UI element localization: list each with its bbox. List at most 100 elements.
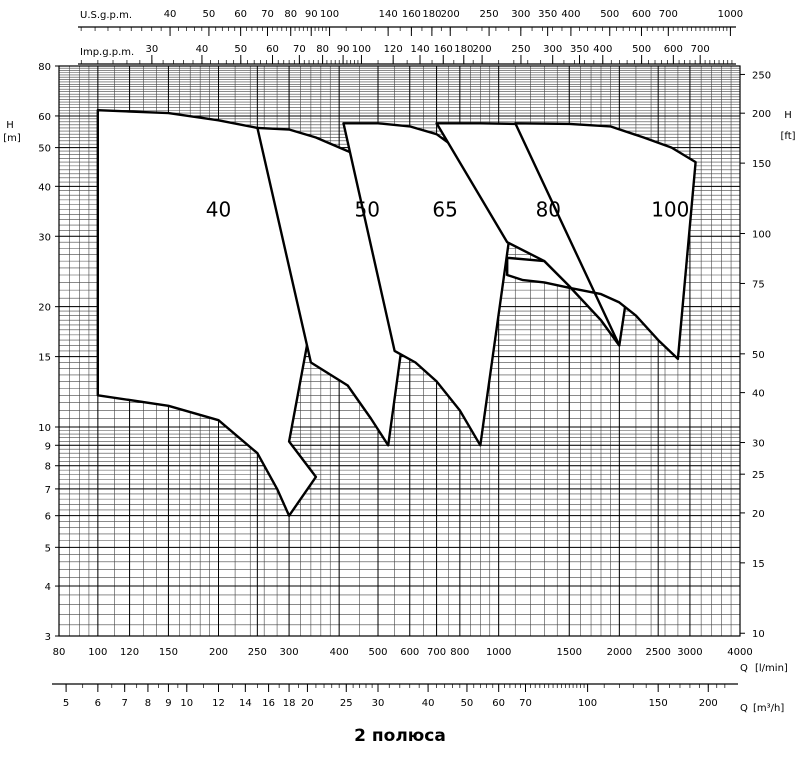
top-tick-label: 90 — [305, 9, 318, 20]
top-tick-label: 70 — [261, 9, 274, 20]
bottom-tick-label: 300 — [280, 647, 299, 658]
top2-tick-label: 250 — [511, 44, 530, 55]
pump-zone-label-65: 65 — [432, 198, 457, 222]
bottom-tick-label: 150 — [159, 647, 178, 658]
top-tick-label: 200 — [441, 9, 460, 20]
bottom2-tick-label: 12 — [212, 698, 225, 709]
top-tick-label: 500 — [600, 9, 619, 20]
top-axes: 40 50 60 70 80 90 100 140 160 180 200 250 300 350 400 5… — [78, 9, 743, 65]
plot-frame — [58, 65, 741, 637]
bottom2-tick-label: 18 — [283, 698, 296, 709]
top2-tick-label: 120 — [384, 44, 403, 55]
top-tick-label: 160 — [402, 9, 421, 20]
pump-zone-label-50: 50 — [355, 198, 380, 222]
right-tick-label: 250 — [752, 70, 771, 81]
top-tick-label: 40 — [164, 9, 177, 20]
bottom2-tick-label: 60 — [492, 698, 505, 709]
left-axis-label: H — [6, 120, 14, 131]
bottom-tick-label: 100 — [88, 647, 107, 658]
bottom-tick-label: 700 — [427, 647, 446, 658]
top2-tick-label: 80 — [316, 44, 329, 55]
left-tick-label: 60 — [38, 112, 51, 123]
bottom-tick-label: 600 — [400, 647, 419, 658]
bottom2-tick-label: 16 — [262, 698, 275, 709]
top2-tick-label: 600 — [664, 44, 683, 55]
bottom2-tick-label: 6 — [95, 698, 101, 709]
right-tick-label: 20 — [752, 509, 765, 520]
right-tick-label: 40 — [752, 389, 765, 400]
pump-zone-label-100: 100 — [651, 198, 689, 222]
top-axis-label: U.S.g.p.m. — [80, 10, 132, 21]
bottom-tick-label: 120 — [120, 647, 139, 658]
left-tick-label: 4 — [45, 582, 51, 593]
right-tick-label: 50 — [752, 350, 765, 361]
pump-zone-label-80: 80 — [536, 198, 561, 222]
top-tick-label: 50 — [203, 9, 216, 20]
bottom-tick-label: 4000 — [727, 647, 752, 658]
left-axis-unit: [m] — [3, 133, 21, 144]
bottom2-tick-label: 20 — [301, 698, 314, 709]
left-tick-label: 7 — [45, 485, 51, 496]
right-tick-label: 30 — [752, 439, 765, 450]
bottom-axes: 80 100 120 150 200 250 300 400 500 600 700 800 1000 1… — [52, 647, 753, 709]
top2-tick-label: 180 — [454, 44, 473, 55]
left-tick-label: 50 — [38, 144, 51, 155]
top2-tick-label: 500 — [632, 44, 651, 55]
left-tick-label: 20 — [38, 303, 51, 314]
top-tick-label: 300 — [511, 9, 530, 20]
bottom2-tick-label: 200 — [699, 698, 718, 709]
right-tick-label: 75 — [752, 279, 765, 290]
top2-tick-label: 90 — [337, 44, 350, 55]
left-tick-label: 9 — [45, 441, 51, 452]
top2-tick-label: 200 — [473, 44, 492, 55]
bottom2-tick-label: 70 — [519, 698, 532, 709]
bottom-tick-label: 400 — [330, 647, 349, 658]
left-axis: 80 60 50 40 30 20 15 10 9 8 7 6 5 4 3 — [38, 62, 59, 643]
bottom-tick-label: 500 — [368, 647, 387, 658]
pump-zone-100 — [506, 122, 697, 361]
top-tick-label: 400 — [561, 9, 580, 20]
left-tick-label: 40 — [38, 182, 51, 193]
bottom-axis-unit: [l/min] — [755, 663, 788, 674]
right-axis: 250 200 150 100 75 50 40 30 25 20 15 10 — [740, 70, 771, 640]
top2-tick-label: 350 — [570, 44, 589, 55]
top2-tick-label: 30 — [145, 44, 158, 55]
right-tick-label: 15 — [752, 559, 765, 570]
right-tick-label: 150 — [752, 159, 771, 170]
top2-axis-label: Imp.g.p.m. — [80, 47, 134, 58]
top-tick-label: 140 — [379, 9, 398, 20]
bottom2-tick-label: 8 — [145, 698, 151, 709]
bottom2-tick-label: 50 — [461, 698, 474, 709]
top-tick-label: 700 — [659, 9, 678, 20]
top-tick-label: 60 — [234, 9, 247, 20]
right-tick-label: 25 — [752, 470, 765, 481]
top-tick-label: 1000 — [718, 9, 743, 20]
right-axis-unit: [ft] — [780, 131, 795, 142]
bottom2-tick-label: 14 — [239, 698, 252, 709]
top2-tick-label: 60 — [266, 44, 279, 55]
left-tick-label: 6 — [45, 512, 51, 523]
bottom-tick-label: 1000 — [486, 647, 511, 658]
top2-tick-label: 700 — [691, 44, 710, 55]
left-tick-label: 15 — [38, 353, 51, 364]
bottom2-tick-label: 30 — [372, 698, 385, 709]
pump-zone-label-40: 40 — [206, 198, 231, 222]
bottom2-tick-label: 150 — [649, 698, 668, 709]
bottom-tick-label: 2500 — [645, 647, 670, 658]
bottom2-tick-label: 25 — [340, 698, 353, 709]
right-axis-label: H — [784, 110, 792, 121]
top2-tick-label: 140 — [410, 44, 429, 55]
bottom2-tick-label: 10 — [180, 698, 193, 709]
bottom2-axis-unit: [m³/h] — [753, 703, 784, 714]
chart-footer-caption: 2 полюса — [354, 726, 446, 746]
top-tick-label: 600 — [632, 9, 651, 20]
bottom-tick-label: 3000 — [677, 647, 702, 658]
left-tick-label: 3 — [45, 632, 51, 643]
bottom-tick-label: 800 — [450, 647, 469, 658]
left-tick-label: 80 — [38, 62, 51, 73]
top-tick-label: 180 — [422, 9, 441, 20]
top2-tick-label: 50 — [234, 44, 247, 55]
left-tick-label: 8 — [45, 462, 51, 473]
bottom-tick-label: 80 — [53, 647, 66, 658]
